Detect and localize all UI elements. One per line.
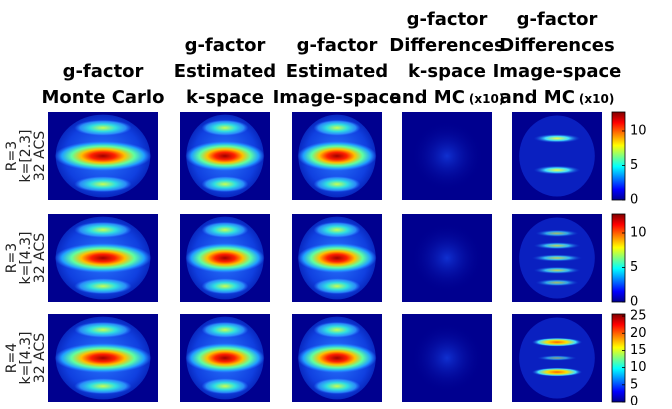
colorbar-tick-label: 5 xyxy=(630,158,638,173)
gfactor-map xyxy=(292,214,382,302)
column-header: Differences xyxy=(389,35,504,56)
column-header: k-space xyxy=(186,87,264,108)
gfactor-map xyxy=(512,314,602,402)
gfactor-map xyxy=(180,214,270,302)
column-header: Monte Carlo xyxy=(42,87,165,108)
gfactor-map xyxy=(180,314,270,402)
colorbar xyxy=(612,314,625,402)
figure: g-factor Monte Carlo g-factor Estimated k-sp… xyxy=(0,0,672,405)
row-label: 32 ACS xyxy=(32,233,48,283)
colorbar-tick-label: 15 xyxy=(630,343,647,358)
header-line: and MC xyxy=(500,87,575,108)
gfactor-map xyxy=(48,314,158,402)
column-header: Estimated xyxy=(174,61,276,82)
column-header: k-space xyxy=(408,61,486,82)
header-line: and MC xyxy=(390,87,465,108)
column-header: g-factor xyxy=(63,61,144,82)
colorbar-tick-label: 0 xyxy=(630,395,638,406)
gfactor-map xyxy=(180,112,270,200)
row-label: 32 ACS xyxy=(32,131,48,181)
gfactor-map xyxy=(402,112,492,200)
column-header: g-factor xyxy=(407,9,488,30)
column-header: g-factor xyxy=(297,35,378,56)
gfactor-map xyxy=(292,112,382,200)
row-label: 32 ACS xyxy=(32,333,48,383)
column-header: g-factor xyxy=(185,35,266,56)
column-header: and MC (x10) xyxy=(500,87,615,108)
gfactor-map xyxy=(512,112,602,200)
column-header: Estimated xyxy=(286,61,388,82)
colorbar-tick-label: 5 xyxy=(630,377,638,392)
gfactor-map xyxy=(402,214,492,302)
column-header: and MC(x10) xyxy=(390,87,505,108)
gfactor-map xyxy=(402,314,492,402)
colorbar-tick-label: 10 xyxy=(630,123,647,138)
column-header: Differences xyxy=(499,35,614,56)
header-note: (x10) xyxy=(579,92,614,106)
colorbar-tick-label: 10 xyxy=(630,225,647,240)
column-header: Image-space xyxy=(273,87,402,108)
colorbar-tick-label: 0 xyxy=(630,295,638,310)
colorbar xyxy=(612,214,625,302)
colorbar-tick-label: 10 xyxy=(630,360,647,375)
colorbar xyxy=(612,112,625,200)
colorbar-tick-label: 5 xyxy=(630,260,638,275)
gfactor-map xyxy=(292,314,382,402)
gfactor-map xyxy=(48,214,158,302)
colorbar-tick-label: 20 xyxy=(630,326,647,341)
gfactor-map xyxy=(48,112,158,200)
gfactor-map xyxy=(512,214,602,302)
column-header: g-factor xyxy=(517,9,598,30)
column-header: Image-space xyxy=(493,61,622,82)
colorbar-tick-label: 0 xyxy=(630,193,638,208)
colorbar-tick-label: 25 xyxy=(630,309,647,324)
